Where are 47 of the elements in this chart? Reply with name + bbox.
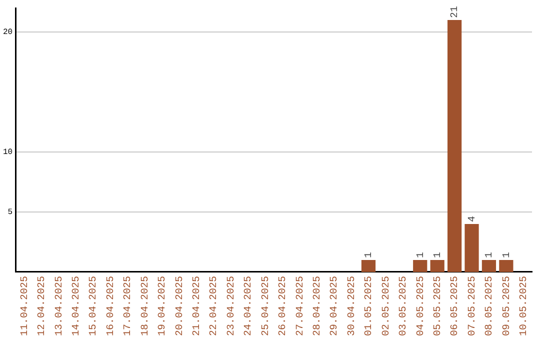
x-tick-label: 05.05.2025	[432, 276, 444, 336]
data-label: 1	[502, 252, 513, 258]
x-tick-label: 18.04.2025	[140, 276, 152, 336]
bar	[413, 260, 428, 272]
x-tick-label: 22.04.2025	[209, 276, 220, 336]
x-tick-label: 13.04.2025	[54, 276, 66, 336]
bar	[464, 224, 479, 272]
x-tick-label: 27.04.2025	[295, 276, 306, 336]
x-tick-label: 09.05.2025	[502, 276, 513, 336]
data-label: 1	[416, 252, 427, 258]
x-tick-label: 23.04.2025	[226, 276, 238, 336]
y-tick-label: 10	[2, 148, 13, 158]
data-label: 1	[484, 252, 496, 258]
x-tick-label: 21.04.2025	[192, 276, 203, 336]
x-tick-label: 15.04.2025	[88, 276, 100, 336]
x-tick-label: 08.05.2025	[484, 276, 496, 336]
x-tick-label: 17.04.2025	[123, 276, 134, 336]
x-tick-label: 25.04.2025	[260, 276, 272, 336]
bar	[499, 260, 514, 272]
x-tick-label: 19.04.2025	[158, 276, 169, 336]
x-tick-label: 16.04.2025	[106, 276, 117, 336]
bar	[430, 260, 444, 272]
x-tick-label: 02.05.2025	[381, 276, 392, 336]
bar	[361, 260, 376, 272]
x-tick-label: 12.04.2025	[37, 276, 48, 336]
x-tick-label: 01.05.2025	[364, 276, 376, 336]
data-label: 1	[432, 252, 444, 258]
data-label: 1	[364, 252, 376, 258]
y-tick-label: 5	[8, 208, 13, 218]
x-tick-label: 04.05.2025	[416, 276, 427, 336]
data-label: 21	[450, 6, 462, 18]
bar	[482, 260, 496, 272]
x-tick-label: 06.05.2025	[450, 276, 462, 336]
data-label: 4	[467, 216, 478, 222]
x-tick-label: 10.05.2025	[519, 276, 530, 336]
x-tick-label: 03.05.2025	[398, 276, 410, 336]
x-tick-label: 30.04.2025	[346, 276, 358, 336]
x-tick-label: 24.04.2025	[244, 276, 255, 336]
x-tick-label: 29.04.2025	[330, 276, 341, 336]
x-tick-label: 07.05.2025	[467, 276, 478, 336]
x-tick-label: 20.04.2025	[174, 276, 186, 336]
x-tick-label: 11.04.2025	[20, 276, 31, 336]
x-tick-label: 26.04.2025	[278, 276, 290, 336]
bar	[447, 20, 462, 272]
x-tick-label: 14.04.2025	[71, 276, 82, 336]
y-tick-label: 20	[2, 28, 13, 38]
x-tick-label: 28.04.2025	[312, 276, 324, 336]
